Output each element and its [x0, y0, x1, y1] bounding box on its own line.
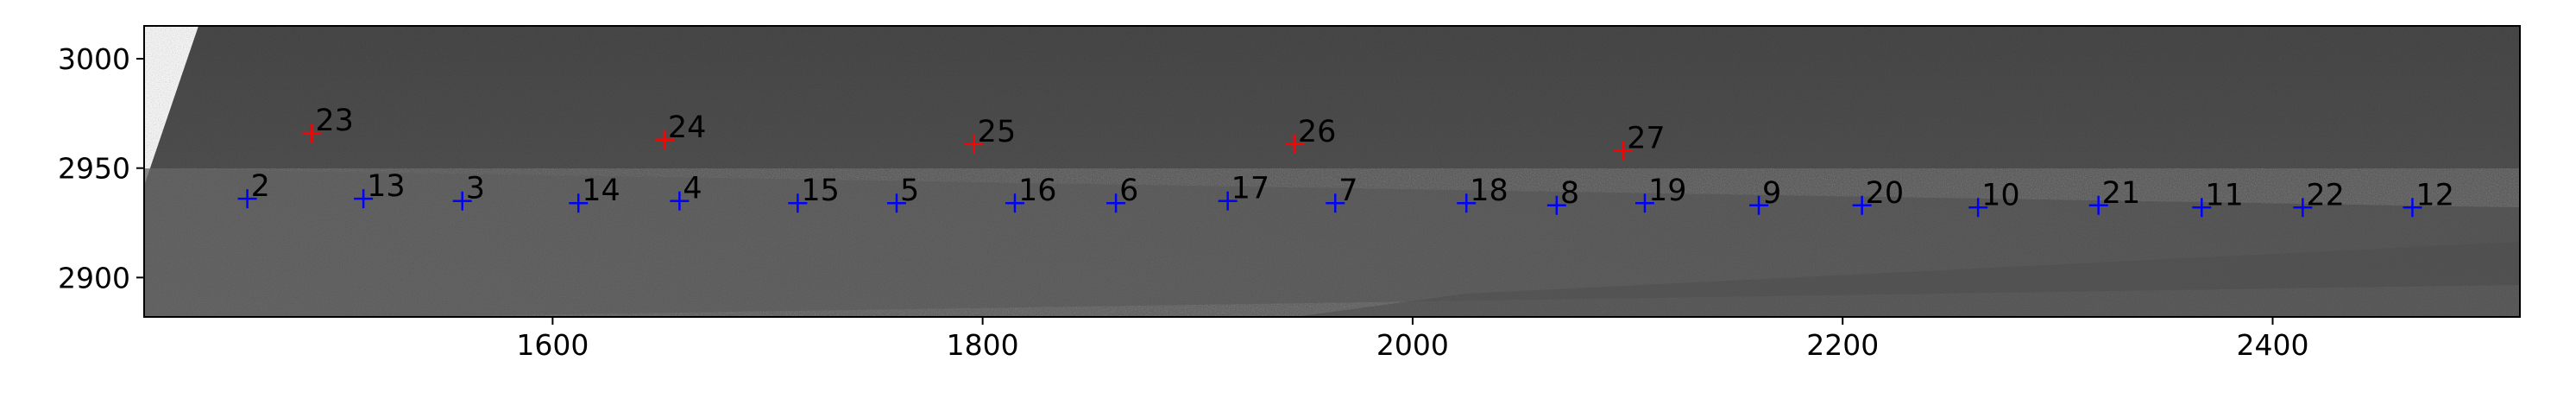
- x-tick-label: 1600: [516, 328, 589, 362]
- y-tick-label: 2900: [58, 261, 130, 294]
- point-label: 26: [1298, 115, 1337, 149]
- data-point-7: 7: [1326, 174, 1358, 213]
- data-point-19: 19: [1634, 174, 1687, 213]
- data-point-4: 4: [670, 172, 702, 211]
- point-label: 5: [900, 174, 919, 208]
- point-label: 14: [582, 174, 620, 208]
- data-point-3: 3: [452, 172, 485, 211]
- point-label: 2: [251, 169, 270, 204]
- x-tick-label: 1800: [947, 328, 1019, 362]
- data-point-20: 20: [1852, 176, 1905, 215]
- x-tick-1600: 1600: [516, 317, 589, 362]
- point-label: 16: [1018, 174, 1057, 208]
- x-tick-2000: 2000: [1376, 317, 1449, 362]
- data-point-22: 22: [2293, 178, 2345, 218]
- data-point-21: 21: [2088, 176, 2141, 215]
- point-label: 18: [1470, 174, 1508, 208]
- satellite-image: [144, 26, 2520, 317]
- data-point-11: 11: [2192, 178, 2244, 218]
- point-label: 7: [1338, 174, 1357, 208]
- data-point-12: 12: [2403, 178, 2454, 218]
- axes: 1600 1800 2000 2200 2400 2900 2950 3000: [58, 25, 2521, 362]
- y-tick-2900: 2900: [58, 261, 144, 294]
- point-label: 12: [2415, 178, 2454, 212]
- data-point-16: 16: [1005, 174, 1057, 213]
- point-label: 23: [315, 104, 354, 138]
- x-tick-label: 2200: [1806, 328, 1879, 362]
- data-point-26: 26: [1284, 115, 1337, 154]
- y-tick-3000: 3000: [58, 42, 144, 76]
- point-label: 6: [1119, 174, 1138, 208]
- point-label: 8: [1560, 176, 1579, 211]
- point-label: 22: [2306, 178, 2345, 212]
- point-label: 13: [367, 169, 406, 204]
- data-point-2: 2: [237, 169, 270, 209]
- point-label: 10: [1981, 178, 2020, 212]
- data-point-9: 9: [1749, 176, 1781, 215]
- data-point-8: 8: [1546, 176, 1579, 215]
- x-tick-label: 2400: [2236, 328, 2308, 362]
- x-tick-label: 2000: [1376, 328, 1449, 362]
- y-tick-2950: 2950: [58, 152, 144, 186]
- image-dark-strip: [1294, 242, 2520, 317]
- x-tick-2200: 2200: [1806, 317, 1879, 362]
- data-point-25: 25: [964, 115, 1017, 154]
- point-label: 17: [1231, 172, 1270, 206]
- data-point-18: 18: [1457, 174, 1508, 213]
- point-label: 20: [1866, 176, 1905, 211]
- x-tick-1800: 1800: [947, 317, 1019, 362]
- data-point-24: 24: [654, 111, 707, 149]
- point-label: 21: [2102, 176, 2141, 211]
- data-point-6: 6: [1106, 174, 1138, 213]
- x-tick-2400: 2400: [2236, 317, 2308, 362]
- point-label: 15: [801, 174, 840, 208]
- point-label: 3: [466, 172, 485, 206]
- markers: 23 24 25 26 27 2 13 3 14 4 15 5 16 6 17 7 18 8 19 9 20 10 21 11…: [237, 104, 2454, 218]
- point-label: 11: [2205, 178, 2244, 212]
- point-label: 9: [1762, 176, 1781, 211]
- data-point-27: 27: [1614, 121, 1666, 161]
- data-point-17: 17: [1218, 172, 1270, 211]
- data-point-5: 5: [886, 174, 919, 213]
- data-point-13: 13: [354, 169, 406, 209]
- y-tick-label: 3000: [58, 42, 130, 76]
- data-point-14: 14: [569, 174, 620, 213]
- point-label: 27: [1627, 121, 1666, 155]
- data-point-15: 15: [788, 174, 840, 213]
- plot-frame: [143, 25, 2521, 318]
- y-tick-label: 2950: [58, 152, 130, 186]
- point-label: 19: [1648, 174, 1687, 208]
- data-point-23: 23: [302, 104, 354, 143]
- point-label: 25: [978, 115, 1017, 149]
- point-label: 4: [683, 172, 702, 206]
- data-point-10: 10: [1968, 178, 2020, 218]
- point-label: 24: [668, 111, 707, 145]
